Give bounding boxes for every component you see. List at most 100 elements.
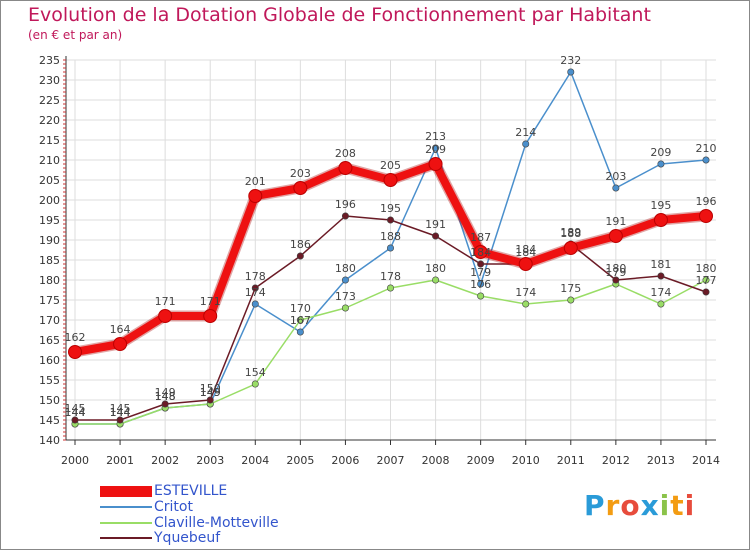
point-critot bbox=[567, 68, 575, 76]
y-tick-label: 185 bbox=[39, 254, 60, 267]
y-tick-label: 205 bbox=[39, 174, 60, 187]
point-esteville bbox=[113, 337, 128, 351]
x-tick-label: 2006 bbox=[331, 454, 359, 467]
data-label-esteville: 208 bbox=[335, 147, 356, 160]
y-tick-label: 155 bbox=[39, 374, 60, 387]
data-label-esteville: 196 bbox=[696, 195, 717, 208]
y-tick-label: 215 bbox=[39, 134, 60, 147]
data-label-esteville: 171 bbox=[200, 295, 221, 308]
point-critot bbox=[386, 244, 394, 252]
x-tick-label: 2013 bbox=[647, 454, 675, 467]
data-label-critot: 179 bbox=[470, 266, 491, 279]
point-claville-motteville bbox=[341, 304, 349, 312]
data-label-yquebeuf: 186 bbox=[290, 238, 311, 251]
legend-item-esteville: ESTEVILLE bbox=[100, 483, 227, 499]
point-claville-motteville bbox=[702, 276, 710, 284]
data-label-yquebeuf: 191 bbox=[425, 218, 446, 231]
point-yquebeuf bbox=[161, 400, 169, 408]
point-esteville bbox=[158, 309, 173, 323]
data-label-yquebeuf: 184 bbox=[515, 246, 536, 259]
y-tick-label: 200 bbox=[39, 194, 60, 207]
data-label-claville-motteville: 173 bbox=[335, 290, 356, 303]
point-yquebeuf bbox=[206, 396, 214, 404]
y-tick-label: 210 bbox=[39, 154, 60, 167]
data-label-esteville: 203 bbox=[290, 167, 311, 180]
data-label-yquebeuf: 196 bbox=[335, 198, 356, 211]
y-tick-label: 170 bbox=[39, 314, 60, 327]
point-esteville bbox=[653, 213, 668, 227]
legend-swatch-claville-motteville bbox=[100, 522, 152, 524]
data-label-critot: 232 bbox=[560, 54, 581, 67]
x-tick-label: 2009 bbox=[467, 454, 495, 467]
data-label-claville-motteville: 148 bbox=[155, 390, 176, 403]
legend-item-yquebeuf: Yquebeuf bbox=[100, 530, 220, 546]
point-esteville bbox=[608, 229, 623, 243]
point-claville-motteville bbox=[386, 284, 394, 292]
data-label-yquebeuf: 195 bbox=[380, 202, 401, 215]
data-label-yquebeuf: 189 bbox=[560, 226, 581, 239]
point-esteville bbox=[518, 257, 533, 271]
data-label-esteville: 205 bbox=[380, 159, 401, 172]
point-critot bbox=[702, 156, 710, 164]
data-label-critot: 149 bbox=[200, 386, 221, 399]
data-label-critot: 144 bbox=[110, 406, 131, 419]
data-label-claville-motteville: 144 bbox=[110, 406, 131, 419]
data-label-yquebeuf: 178 bbox=[245, 270, 266, 283]
data-label-yquebeuf: 149 bbox=[155, 386, 176, 399]
legend-label-esteville: ESTEVILLE bbox=[154, 483, 228, 499]
x-tick-label: 2001 bbox=[106, 454, 134, 467]
legend-label-critot: Critot bbox=[154, 499, 193, 515]
x-tick-label: 2011 bbox=[557, 454, 585, 467]
x-tick-label: 2005 bbox=[286, 454, 314, 467]
data-label-yquebeuf: 180 bbox=[605, 262, 626, 275]
data-label-critot: 213 bbox=[425, 130, 446, 143]
data-label-critot: 174 bbox=[245, 286, 266, 299]
y-tick-label: 235 bbox=[39, 54, 60, 67]
point-esteville bbox=[338, 161, 353, 175]
data-label-claville-motteville: 176 bbox=[470, 278, 491, 291]
point-critot bbox=[612, 184, 620, 192]
data-label-esteville: 191 bbox=[605, 215, 626, 228]
data-label-critot: 203 bbox=[605, 170, 626, 183]
point-critot bbox=[477, 280, 485, 288]
x-tick-label: 2008 bbox=[422, 454, 450, 467]
point-esteville bbox=[293, 181, 308, 195]
y-tick-label: 175 bbox=[39, 294, 60, 307]
data-label-yquebeuf: 145 bbox=[65, 402, 86, 415]
data-label-critot: 188 bbox=[380, 230, 401, 243]
x-tick-label: 2012 bbox=[602, 454, 630, 467]
point-critot bbox=[657, 160, 665, 168]
data-label-claville-motteville: 174 bbox=[650, 286, 671, 299]
x-tick-label: 2004 bbox=[241, 454, 269, 467]
legend-label-yquebeuf: Yquebeuf bbox=[154, 530, 221, 546]
point-esteville bbox=[248, 189, 263, 203]
point-claville-motteville bbox=[477, 292, 485, 300]
x-tick-label: 2000 bbox=[61, 454, 89, 467]
y-tick-label: 230 bbox=[39, 74, 60, 87]
point-esteville bbox=[428, 157, 443, 171]
data-label-critot: 214 bbox=[515, 126, 536, 139]
data-label-claville-motteville: 154 bbox=[245, 366, 266, 379]
legend-item-critot: Critot bbox=[100, 499, 193, 515]
data-label-esteville: 209 bbox=[425, 143, 446, 156]
point-esteville bbox=[383, 173, 398, 187]
point-yquebeuf bbox=[296, 252, 304, 260]
data-label-critot: 209 bbox=[650, 146, 671, 159]
point-esteville bbox=[699, 209, 713, 223]
point-critot bbox=[432, 144, 440, 152]
data-label-critot: 180 bbox=[335, 262, 356, 275]
point-esteville bbox=[68, 345, 82, 359]
data-label-claville-motteville: 178 bbox=[380, 270, 401, 283]
data-label-claville-motteville: 149 bbox=[200, 386, 221, 399]
proxiti-logo: Proxiti bbox=[584, 489, 696, 522]
data-label-claville-motteville: 170 bbox=[290, 302, 311, 315]
point-esteville bbox=[203, 309, 218, 323]
x-tick-label: 2007 bbox=[377, 454, 405, 467]
point-yquebeuf bbox=[477, 260, 485, 268]
legend-swatch-esteville bbox=[100, 485, 152, 497]
chart-title: Evolution de la Dotation Globale de Fonc… bbox=[28, 4, 651, 26]
point-claville-motteville bbox=[522, 300, 530, 308]
legend-item-claville-motteville: Claville-Motteville bbox=[100, 515, 279, 531]
data-label-esteville: 188 bbox=[560, 227, 581, 240]
